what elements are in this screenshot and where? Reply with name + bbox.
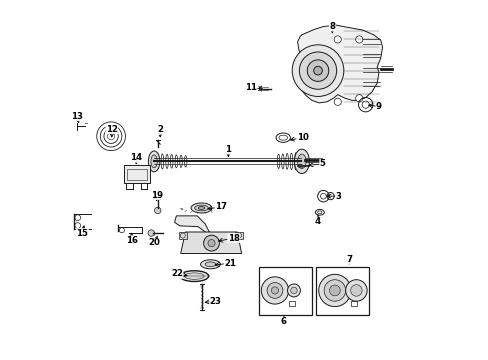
Circle shape [292, 45, 343, 96]
Circle shape [333, 98, 341, 105]
Text: 8: 8 [329, 22, 335, 31]
Polygon shape [174, 216, 209, 233]
Circle shape [350, 285, 362, 296]
Circle shape [318, 274, 350, 307]
Text: 3: 3 [335, 192, 341, 201]
Ellipse shape [151, 155, 157, 168]
Circle shape [355, 95, 362, 102]
Text: 1: 1 [225, 145, 231, 154]
Text: 2: 2 [157, 125, 163, 134]
Text: 22: 22 [171, 269, 183, 278]
Ellipse shape [200, 260, 220, 269]
Bar [258, 267, 311, 315]
Circle shape [333, 36, 341, 43]
Circle shape [306, 60, 328, 81]
Ellipse shape [297, 154, 305, 168]
Ellipse shape [194, 205, 208, 211]
Circle shape [345, 280, 366, 301]
Text: 12: 12 [105, 125, 118, 134]
Ellipse shape [294, 149, 309, 174]
Bar [351, 301, 356, 306]
Text: 20: 20 [148, 238, 160, 247]
Circle shape [287, 284, 300, 297]
Bar [289, 301, 294, 306]
Ellipse shape [184, 273, 203, 279]
Text: 15: 15 [76, 229, 88, 238]
Ellipse shape [180, 271, 208, 282]
Text: 21: 21 [224, 259, 236, 268]
Circle shape [271, 287, 278, 294]
Circle shape [299, 52, 336, 89]
Text: 6: 6 [281, 317, 286, 326]
Circle shape [207, 239, 215, 247]
Text: 13: 13 [71, 112, 83, 121]
Circle shape [324, 280, 345, 301]
Ellipse shape [148, 151, 160, 172]
Polygon shape [180, 232, 241, 253]
Bar [124, 165, 150, 183]
Text: 11: 11 [244, 83, 256, 92]
Circle shape [261, 277, 288, 304]
Text: 4: 4 [314, 217, 321, 226]
Circle shape [329, 285, 340, 296]
Text: 17: 17 [215, 202, 227, 211]
Text: 9: 9 [375, 102, 381, 111]
Text: 14: 14 [130, 153, 142, 162]
Ellipse shape [191, 203, 211, 213]
Text: 7: 7 [346, 255, 351, 264]
Circle shape [154, 207, 161, 214]
Text: 16: 16 [125, 236, 137, 245]
Bar [127, 168, 146, 180]
Polygon shape [296, 25, 382, 103]
Ellipse shape [198, 207, 204, 210]
Text: 23: 23 [209, 297, 222, 306]
Circle shape [266, 283, 282, 298]
Circle shape [355, 36, 362, 43]
Bar [178, 232, 187, 239]
Text: 18: 18 [227, 234, 239, 243]
Text: 10: 10 [296, 133, 308, 142]
Circle shape [290, 287, 297, 294]
Bar [316, 267, 368, 315]
Circle shape [313, 66, 322, 75]
Circle shape [203, 235, 219, 251]
Text: 19: 19 [150, 190, 163, 199]
Text: 5: 5 [319, 159, 325, 168]
Circle shape [148, 230, 154, 236]
Polygon shape [259, 86, 261, 91]
Ellipse shape [204, 262, 215, 267]
Bar [234, 232, 243, 239]
